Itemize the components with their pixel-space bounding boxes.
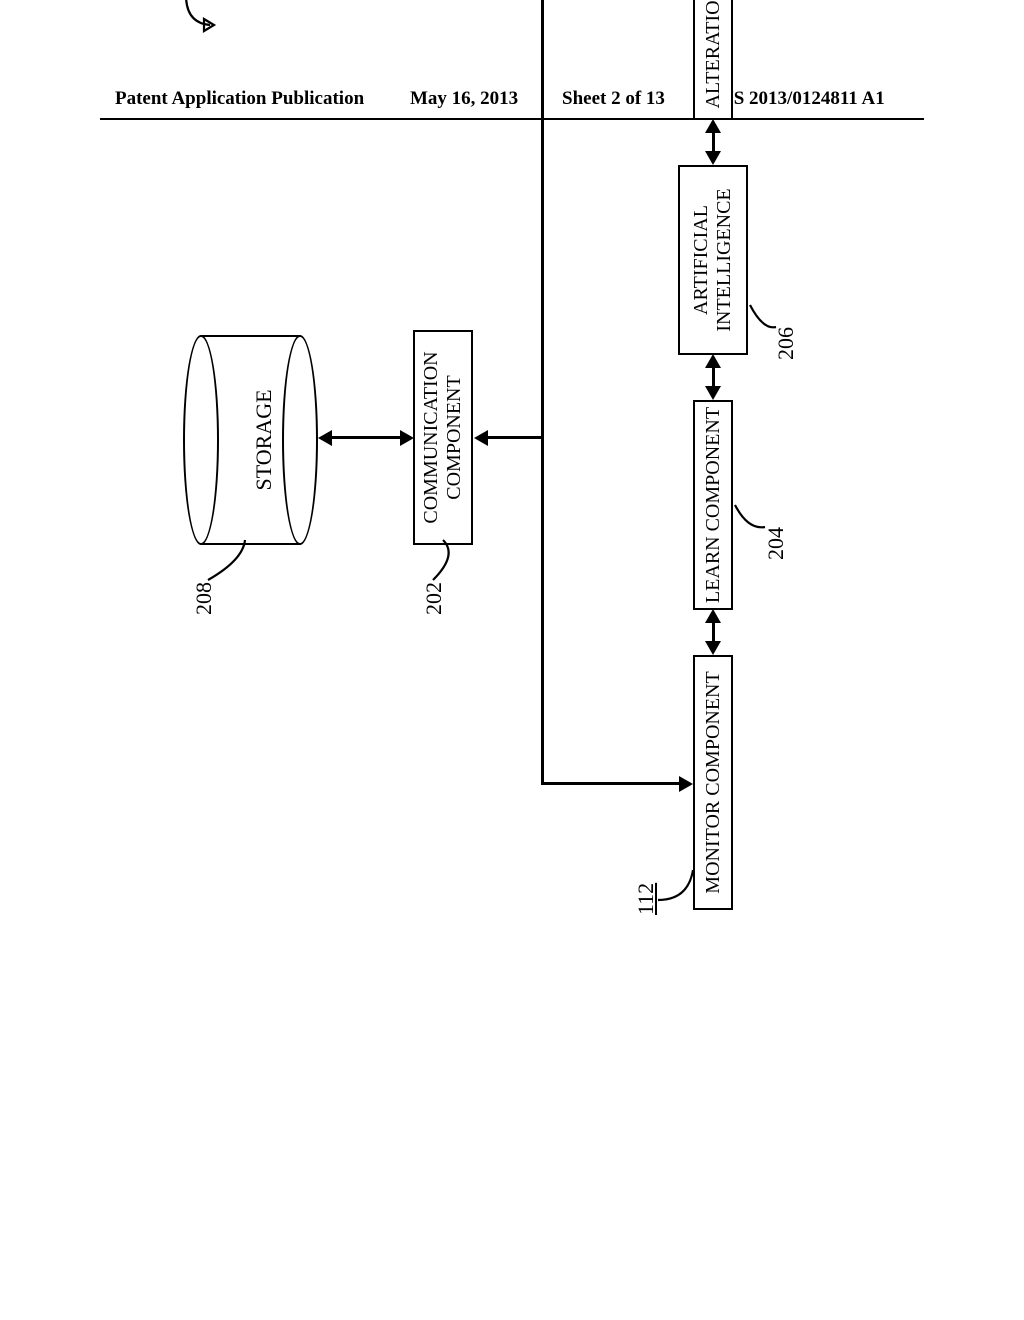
storage-ref: 208 <box>191 582 217 615</box>
arrow-mon-left <box>705 641 721 655</box>
ai-leader <box>748 295 778 335</box>
storage-label: STORAGE <box>251 335 277 545</box>
arrow-ai-right1 <box>705 354 721 368</box>
monitor-leader <box>653 865 698 905</box>
ai-label: ARTIFICIAL INTELLIGENCE <box>690 188 736 331</box>
system-ref-arrow <box>178 0 218 35</box>
storage-leader <box>203 535 248 585</box>
learn-label: LEARN COMPONENT <box>702 407 725 603</box>
arrow-comm-up <box>474 430 488 446</box>
learn-leader <box>733 495 768 535</box>
monitor-label: MONITOR COMPONENT <box>702 671 725 893</box>
monitor-box: MONITOR COMPONENT <box>693 655 733 910</box>
conn-ai-alt <box>712 131 715 153</box>
alteration-box: ALTERATION COMPONENT <box>693 0 733 120</box>
conn-comm-down <box>486 437 543 440</box>
storage-cylinder: STORAGE <box>183 335 318 545</box>
arrow-alt-right <box>705 119 721 133</box>
drop-monitor <box>541 783 681 786</box>
communication-ref: 202 <box>421 582 447 615</box>
conn-storage-comm <box>330 437 402 440</box>
arrow-storage-up <box>318 430 332 446</box>
bus-horizontal <box>541 0 544 785</box>
arrow-comm-down <box>400 430 414 446</box>
ai-box: ARTIFICIAL INTELLIGENCE <box>678 165 748 355</box>
alteration-label: ALTERATION COMPONENT <box>702 0 725 109</box>
learn-box: LEARN COMPONENT <box>693 400 733 610</box>
arrow-learn-right1 <box>705 609 721 623</box>
diagram-canvas: STORAGE 208 COMMUNICATION COMPONENT 202 … <box>133 0 893 915</box>
conn-mon-learn <box>712 621 715 643</box>
communication-label: COMMUNICATION COMPONENT <box>420 351 466 523</box>
arrow-monitor-down <box>679 776 693 792</box>
communication-box: COMMUNICATION COMPONENT <box>413 330 473 545</box>
communication-leader <box>428 535 463 585</box>
conn-learn-ai <box>712 366 715 388</box>
figure-area: STORAGE 208 COMMUNICATION COMPONENT 202 … <box>133 155 1024 915</box>
arrow-learn-left <box>705 386 721 400</box>
arrow-ai-left <box>705 151 721 165</box>
